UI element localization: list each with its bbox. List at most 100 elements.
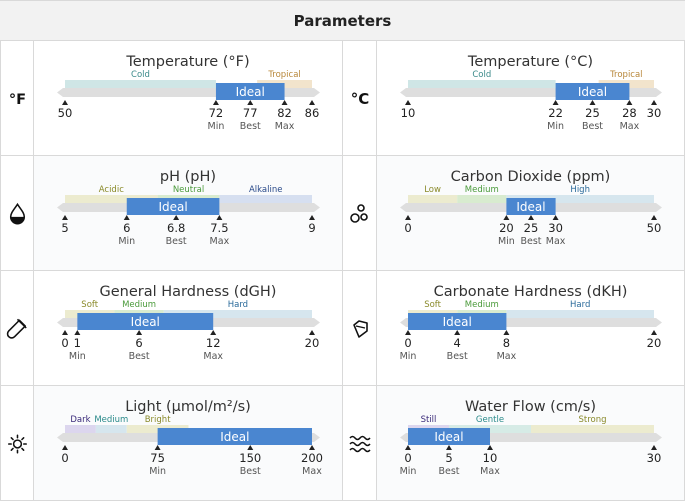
tick-marker: [173, 215, 180, 220]
bubbles-icon-graphic: [350, 204, 368, 223]
tick-label: 30: [647, 451, 662, 465]
ideal-range-bar: [506, 198, 556, 215]
tick-marker: [123, 215, 130, 220]
tick-marker: [589, 100, 596, 105]
zone-band: [65, 80, 216, 88]
tick-marker: [651, 330, 657, 335]
ideal-label: Ideal: [434, 430, 463, 444]
gem-icon: [353, 320, 368, 338]
tick-label: 6: [123, 221, 130, 235]
tick-marker: [216, 215, 223, 220]
zone-label: Neutral: [173, 185, 204, 195]
tick-label: 0: [404, 221, 411, 235]
tick-sublabel: Best: [520, 236, 541, 247]
tick-label: 150: [239, 451, 261, 465]
tick-sublabel: Best: [582, 121, 603, 132]
tick-label: 9: [308, 221, 315, 235]
parameters-header: Parameters: [0, 0, 685, 41]
tick-marker: [651, 215, 657, 220]
tick-marker: [651, 100, 657, 105]
zone-label: Bright: [145, 415, 171, 425]
parameter-icon-cell: [0, 386, 34, 501]
zone-label: Tropical: [609, 70, 642, 80]
tick-sublabel: Max: [210, 236, 230, 247]
tick-label: 5: [61, 221, 68, 235]
zone-band: [408, 80, 556, 88]
parameter-card-light: Light (µmol/m²/s) Dark Medium Bright Ideal 0 7…: [34, 386, 343, 501]
tick-marker: [405, 215, 411, 220]
range-scale-flow: Water Flow (cm/s) Still Gentle Strong Ideal 0…: [400, 399, 662, 477]
tick-marker: [309, 100, 315, 105]
parameter-title: Carbon Dioxide (ppm): [451, 169, 611, 185]
parameter-icon-cell: [343, 156, 377, 271]
zone-band: [408, 195, 458, 203]
water-drop-icon: [9, 202, 26, 225]
ideal-range-bar: [408, 313, 507, 330]
tick-marker: [309, 215, 315, 220]
zone-label: Cold: [131, 70, 150, 80]
tick-sublabel: Min: [118, 236, 135, 247]
parameter-icon-cell: [0, 271, 34, 386]
tick-marker: [626, 100, 633, 105]
parameter-title: Temperature (°F): [125, 54, 249, 70]
zone-label: Acidic: [99, 185, 124, 195]
tick-marker: [62, 445, 68, 450]
tick-label: 72: [209, 106, 224, 120]
ideal-range-bar: [126, 198, 220, 215]
tick-label: 50: [58, 106, 73, 120]
zone-label: Low: [424, 185, 441, 195]
zone-band: [506, 195, 654, 203]
tick-label: 30: [548, 221, 563, 235]
tick-label: 75: [150, 451, 165, 465]
tick-sublabel: Max: [546, 236, 566, 247]
tick-label: 0: [404, 451, 411, 465]
ideal-label: Ideal: [131, 315, 160, 329]
tick-label: 8: [503, 336, 510, 350]
parameter-card-co2: Carbon Dioxide (ppm) Low Medium High Ideal 0 2…: [377, 156, 685, 271]
tick-sublabel: Best: [447, 351, 468, 362]
tick-marker: [446, 445, 452, 450]
tick-sublabel: Min: [208, 121, 225, 132]
tick-label: 25: [524, 221, 539, 235]
tick-marker: [281, 100, 288, 105]
test-tube-icon-graphic: [6, 318, 27, 339]
tick-marker: [136, 330, 143, 335]
zone-band: [506, 310, 654, 318]
tick-label: 20: [499, 221, 514, 235]
zone-band: [457, 195, 507, 203]
ideal-label: Ideal: [220, 430, 249, 444]
water-drop-icon-graphic: [9, 202, 26, 225]
tick-label: 25: [585, 106, 600, 120]
tick-label: 6.8: [167, 221, 185, 235]
parameter-card-gh: General Hardness (dGH) Soft Medium Hard Idea…: [34, 271, 343, 386]
tick-label: 77: [243, 106, 258, 120]
tick-sublabel: Best: [240, 466, 261, 477]
tick-label: 12: [206, 336, 221, 350]
tick-sublabel: Best: [240, 121, 261, 132]
zone-band: [163, 310, 312, 318]
tick-label: 50: [647, 221, 662, 235]
parameter-title: Carbonate Hardness (dKH): [434, 284, 628, 300]
tick-label: 0: [61, 336, 68, 350]
tick-label: 6: [135, 336, 142, 350]
page-title: Parameters: [293, 11, 392, 30]
tick-marker: [454, 330, 461, 335]
tick-sublabel: Min: [400, 351, 417, 362]
tick-label: 10: [401, 106, 416, 120]
tick-label: 82: [277, 106, 292, 120]
zone-label: Strong: [578, 415, 606, 425]
zone-label: Medium: [465, 300, 499, 310]
ideal-label: Ideal: [236, 85, 265, 99]
parameter-icon-cell: °C: [343, 41, 377, 156]
tick-marker: [405, 330, 411, 335]
parameter-icon-cell: [343, 271, 377, 386]
tick-sublabel: Max: [620, 121, 640, 132]
tick-label: 7.5: [210, 221, 228, 235]
parameter-icon-cell: [0, 156, 34, 271]
ideal-range-bar: [215, 83, 285, 100]
tick-sublabel: Best: [166, 236, 187, 247]
tick-sublabel: Max: [302, 466, 322, 477]
